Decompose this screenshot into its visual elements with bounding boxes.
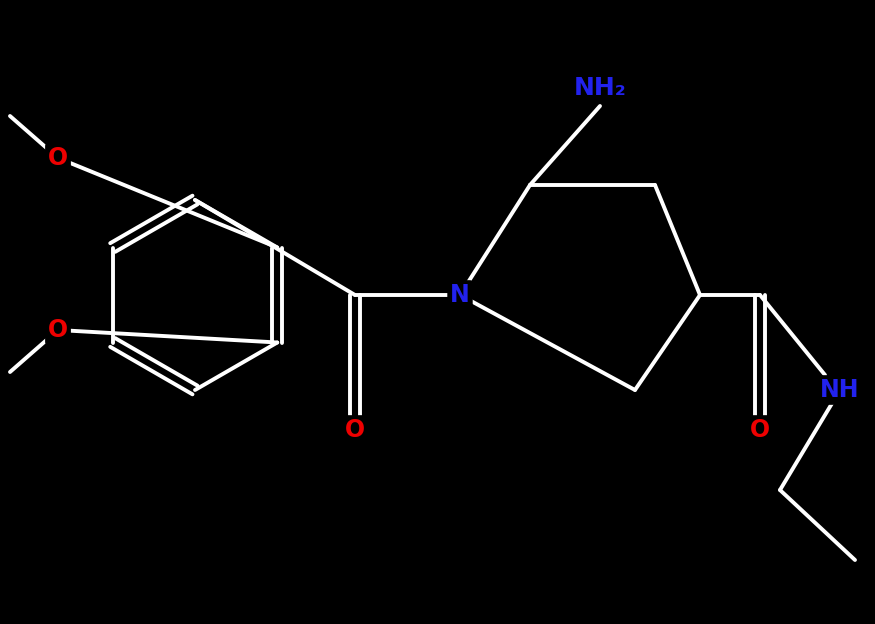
Text: NH₂: NH₂ (574, 76, 626, 100)
Text: O: O (48, 318, 68, 342)
Text: NH: NH (820, 378, 860, 402)
Text: O: O (345, 418, 365, 442)
Text: O: O (48, 146, 68, 170)
Text: N: N (450, 283, 470, 307)
Text: O: O (750, 418, 770, 442)
